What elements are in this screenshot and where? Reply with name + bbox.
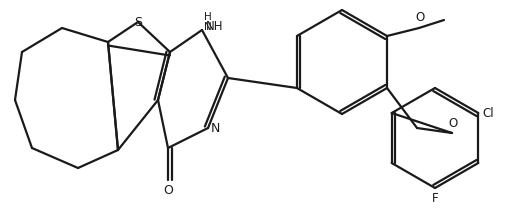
Text: O: O bbox=[163, 184, 173, 197]
Text: NH: NH bbox=[206, 19, 223, 33]
Text: F: F bbox=[432, 192, 438, 205]
Text: Cl: Cl bbox=[482, 107, 494, 119]
Text: S: S bbox=[134, 15, 142, 28]
Text: O: O bbox=[416, 11, 425, 24]
Text: H
N: H N bbox=[204, 12, 212, 32]
Text: O: O bbox=[448, 117, 458, 130]
Text: N: N bbox=[211, 122, 220, 135]
